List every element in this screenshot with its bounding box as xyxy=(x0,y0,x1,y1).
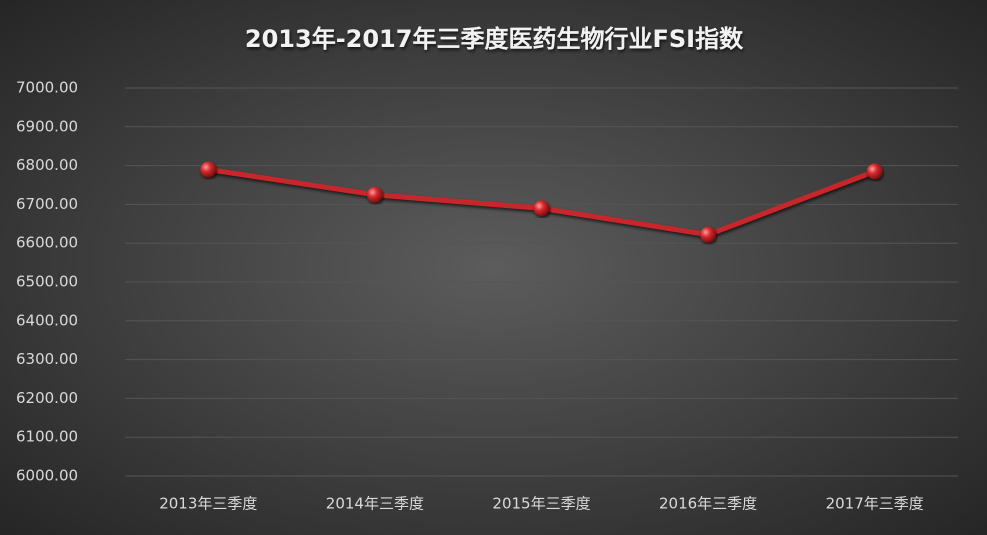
y-tick-label: 6500.00 xyxy=(16,273,78,291)
x-tick-label: 2015年三季度 xyxy=(492,495,590,513)
y-tick-label: 6700.00 xyxy=(16,195,78,213)
x-tick-label: 2014年三季度 xyxy=(326,495,424,513)
marker xyxy=(700,226,717,243)
x-tick-label: 2016年三季度 xyxy=(659,495,757,513)
marker xyxy=(533,200,550,217)
marker xyxy=(200,161,217,178)
chart-title: 2013年-2017年三季度医药生物行业FSI指数 xyxy=(245,25,744,53)
y-tick-label: 6300.00 xyxy=(16,350,78,368)
y-tick-label: 6600.00 xyxy=(16,234,78,252)
y-tick-label: 6800.00 xyxy=(16,156,78,174)
x-tick-label: 2017年三季度 xyxy=(826,495,924,513)
x-tick-label: 2013年三季度 xyxy=(159,495,257,513)
y-tick-label: 7000.00 xyxy=(16,79,78,97)
y-tick-label: 6900.00 xyxy=(16,117,78,135)
marker xyxy=(366,186,383,203)
y-tick-label: 6400.00 xyxy=(16,311,78,329)
y-tick-label: 6000.00 xyxy=(16,467,78,485)
y-tick-label: 6100.00 xyxy=(16,428,78,446)
marker xyxy=(866,163,883,180)
y-tick-label: 6200.00 xyxy=(16,389,78,407)
